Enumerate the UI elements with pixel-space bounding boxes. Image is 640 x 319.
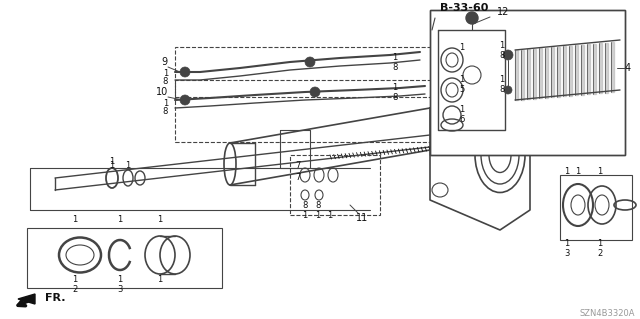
Text: 8: 8: [316, 201, 321, 210]
Text: 1: 1: [117, 216, 123, 225]
Polygon shape: [521, 49, 524, 100]
Polygon shape: [563, 46, 566, 96]
Text: 1: 1: [575, 167, 580, 176]
Circle shape: [305, 57, 315, 67]
Polygon shape: [18, 294, 35, 304]
Text: 5: 5: [460, 85, 465, 94]
Circle shape: [503, 50, 513, 60]
Text: 1: 1: [157, 276, 163, 285]
Text: 8: 8: [499, 85, 505, 94]
Bar: [175, 47, 440, 97]
Polygon shape: [527, 49, 530, 99]
Circle shape: [180, 95, 190, 105]
Text: 3: 3: [564, 249, 570, 258]
Text: 8: 8: [392, 93, 397, 101]
Polygon shape: [557, 47, 560, 97]
Text: 1: 1: [564, 240, 570, 249]
Polygon shape: [545, 48, 548, 98]
Text: 1: 1: [597, 167, 603, 176]
Polygon shape: [551, 47, 554, 97]
Text: 1: 1: [328, 211, 333, 219]
Text: 8: 8: [392, 63, 397, 71]
Text: 8: 8: [163, 78, 168, 86]
Text: 11: 11: [356, 213, 368, 223]
Bar: [430, 10, 625, 155]
Text: 1: 1: [392, 53, 397, 62]
Polygon shape: [569, 46, 572, 96]
Polygon shape: [587, 44, 590, 94]
Text: FR.: FR.: [45, 293, 65, 303]
Text: 4: 4: [625, 63, 631, 73]
Text: 1: 1: [499, 76, 504, 85]
Polygon shape: [581, 45, 584, 95]
Text: 1: 1: [163, 69, 168, 78]
Text: 1: 1: [109, 160, 115, 169]
Polygon shape: [605, 43, 608, 93]
Text: 1: 1: [302, 211, 308, 219]
Text: 8: 8: [302, 201, 308, 210]
Text: 10: 10: [156, 87, 168, 97]
Polygon shape: [515, 50, 518, 100]
Text: 1: 1: [460, 43, 465, 53]
Polygon shape: [533, 48, 536, 99]
Circle shape: [466, 12, 478, 24]
Text: 8: 8: [499, 50, 505, 60]
Bar: [290, 155, 380, 215]
Text: SZN4B3320A: SZN4B3320A: [580, 309, 636, 318]
Bar: [430, 10, 625, 155]
Polygon shape: [593, 44, 596, 94]
Text: 1: 1: [163, 99, 168, 108]
Text: 1: 1: [460, 76, 465, 85]
Text: 1: 1: [72, 216, 77, 225]
Text: 1: 1: [316, 211, 321, 219]
Polygon shape: [611, 42, 614, 92]
Bar: [27, 228, 222, 288]
Text: 7: 7: [295, 174, 301, 182]
Text: 1: 1: [392, 83, 397, 92]
Text: 8: 8: [163, 108, 168, 116]
Text: 7: 7: [295, 160, 301, 169]
Text: 12: 12: [497, 7, 509, 17]
Text: 6: 6: [460, 115, 465, 124]
Text: B-33-60: B-33-60: [440, 3, 488, 13]
Polygon shape: [599, 43, 602, 93]
Polygon shape: [575, 45, 578, 95]
Text: 1: 1: [157, 216, 163, 225]
Text: 2: 2: [597, 249, 603, 258]
Text: 9: 9: [162, 57, 168, 67]
Bar: [175, 80, 440, 142]
Text: 2: 2: [72, 286, 77, 294]
Text: 1: 1: [125, 160, 131, 169]
Circle shape: [310, 87, 320, 97]
Text: 1: 1: [72, 276, 77, 285]
Text: 1: 1: [460, 106, 465, 115]
Circle shape: [468, 14, 476, 22]
Circle shape: [180, 67, 190, 77]
Bar: [560, 175, 632, 240]
Text: 3: 3: [117, 286, 123, 294]
Text: 1: 1: [499, 41, 504, 49]
Text: 1: 1: [117, 276, 123, 285]
Polygon shape: [539, 48, 542, 98]
Text: 1: 1: [564, 167, 570, 176]
Text: 1: 1: [597, 240, 603, 249]
Text: 1: 1: [109, 158, 115, 167]
Circle shape: [504, 86, 512, 94]
